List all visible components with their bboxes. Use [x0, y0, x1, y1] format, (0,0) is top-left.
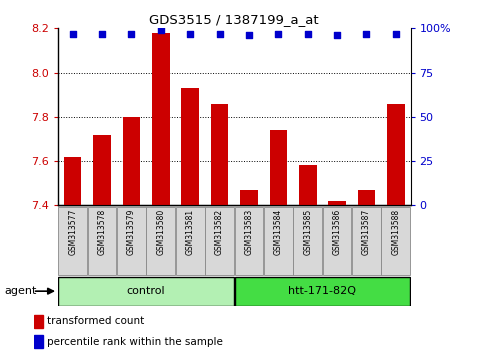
FancyBboxPatch shape [176, 207, 205, 275]
Point [245, 33, 253, 38]
FancyBboxPatch shape [293, 207, 322, 275]
Text: percentile rank within the sample: percentile rank within the sample [47, 337, 223, 347]
Text: GSM313587: GSM313587 [362, 209, 371, 255]
FancyBboxPatch shape [264, 207, 293, 275]
Text: GSM313585: GSM313585 [303, 209, 312, 255]
Text: control: control [127, 286, 165, 296]
Text: htt-171-82Q: htt-171-82Q [288, 286, 356, 296]
Text: GSM313583: GSM313583 [244, 209, 254, 255]
Bar [357, 190, 375, 205]
Title: GDS3515 / 1387199_a_at: GDS3515 / 1387199_a_at [149, 13, 319, 26]
Text: GSM313581: GSM313581 [185, 209, 195, 255]
Bar [182, 88, 199, 205]
Point [363, 31, 370, 36]
Point [216, 31, 224, 36]
Text: GSM313584: GSM313584 [274, 209, 283, 255]
Point [69, 31, 76, 36]
FancyBboxPatch shape [205, 207, 234, 275]
Bar [93, 135, 111, 205]
Bar [64, 156, 82, 205]
Bar [34, 315, 43, 327]
Text: GSM313588: GSM313588 [391, 209, 400, 255]
FancyBboxPatch shape [87, 207, 116, 275]
Text: transformed count: transformed count [47, 316, 144, 326]
Text: GSM313578: GSM313578 [98, 209, 107, 255]
FancyBboxPatch shape [352, 207, 381, 275]
FancyBboxPatch shape [146, 207, 175, 275]
Text: GSM313580: GSM313580 [156, 209, 165, 255]
Point [128, 31, 135, 36]
FancyBboxPatch shape [117, 207, 146, 275]
Point [392, 31, 400, 36]
FancyBboxPatch shape [58, 207, 87, 275]
Bar [328, 201, 346, 205]
Point [186, 31, 194, 36]
Bar [270, 130, 287, 205]
Bar [34, 335, 43, 348]
Text: GSM313586: GSM313586 [333, 209, 341, 255]
Bar [152, 33, 170, 205]
FancyBboxPatch shape [382, 207, 410, 275]
Bar [387, 103, 405, 205]
Text: GSM313577: GSM313577 [68, 209, 77, 255]
Text: agent: agent [5, 286, 37, 296]
Point [274, 31, 282, 36]
Point [304, 31, 312, 36]
Point [98, 31, 106, 36]
Point [157, 27, 165, 33]
Point [333, 33, 341, 38]
Bar [299, 165, 316, 205]
Bar [240, 190, 258, 205]
FancyBboxPatch shape [235, 207, 263, 275]
FancyBboxPatch shape [323, 207, 352, 275]
FancyBboxPatch shape [235, 277, 410, 306]
Bar [211, 103, 228, 205]
Text: GSM313582: GSM313582 [215, 209, 224, 255]
FancyBboxPatch shape [58, 277, 234, 306]
Bar [123, 117, 140, 205]
Text: GSM313579: GSM313579 [127, 209, 136, 255]
